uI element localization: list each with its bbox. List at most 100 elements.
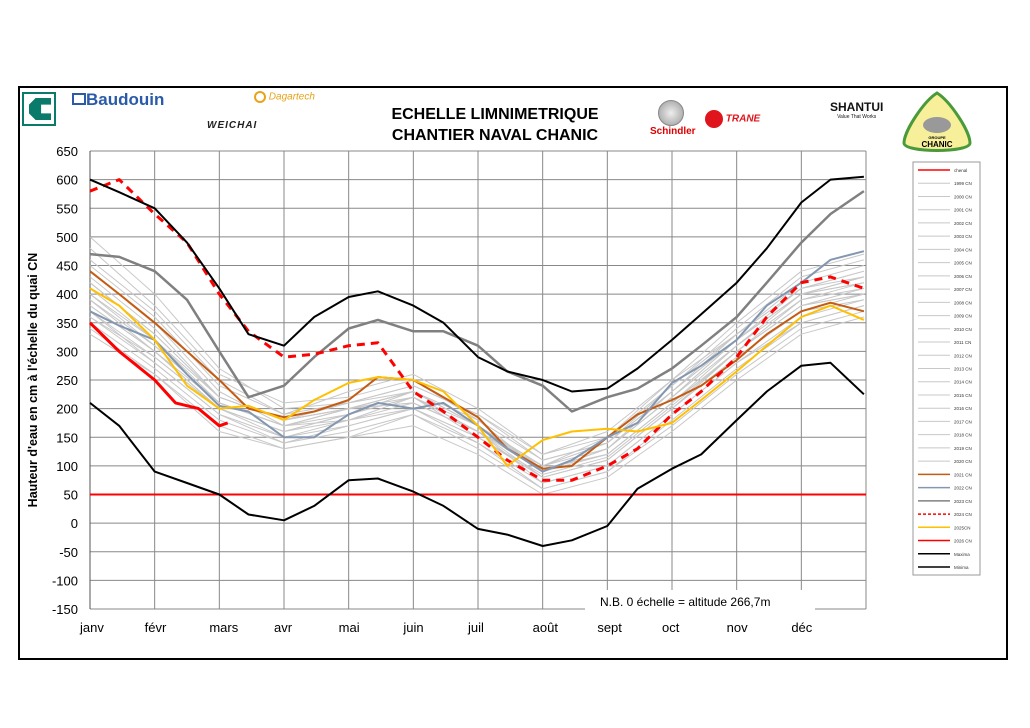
legend-label: 2020 CN (954, 459, 972, 464)
y-tick-label: 600 (56, 173, 78, 188)
y-tick-label: 100 (56, 459, 78, 474)
x-tick-label: oct (662, 620, 680, 635)
legend-item: 2021 CN (918, 472, 972, 477)
y-tick-label: 50 (64, 488, 78, 503)
legend-item: 2001 CN (918, 208, 972, 213)
legend-item: 2016 CN (918, 406, 972, 411)
chanic-c-logo (22, 92, 56, 126)
y-tick-label: 200 (56, 402, 78, 417)
note-box (585, 590, 815, 612)
x-tick-label: août (533, 620, 559, 635)
y-tick-label: 250 (56, 373, 78, 388)
legend-label: 2019 CN (954, 446, 972, 451)
x-tick-label: juin (402, 620, 423, 635)
series-line-2013cn (89, 253, 865, 455)
chart-title: ECHELLE LIMNIMETRIQUE CHANTIER NAVAL CHA… (350, 104, 640, 146)
legend-label: Minima (954, 565, 969, 570)
y-tick-label: 350 (56, 316, 78, 331)
series-line-2009cn (89, 270, 864, 470)
legend-item: Minima (918, 565, 969, 570)
y-tick-label: -150 (52, 602, 78, 617)
legend-item: 2008 CN (918, 300, 972, 305)
legend-label: 2011 CN (954, 340, 971, 345)
baudouin-logo: Baudouin (72, 90, 164, 110)
legend-item: 2006 CN (918, 274, 972, 279)
legend-label: 2016 CN (954, 406, 972, 411)
legend-label: 2013 CN (954, 367, 972, 372)
note-text: N.B. 0 échelle = altitude 266,7m (600, 595, 770, 609)
legend: chenal 1999 CN 2000 CN 2001 CN 2002 CN 2003 C… (912, 161, 981, 576)
legend-item: 2019 CN (918, 446, 972, 451)
series-line-2021cn (89, 270, 865, 470)
series-line-minima (89, 361, 865, 547)
legend-label: 2002 CN (954, 221, 972, 226)
x-tick-label: avr (274, 620, 293, 635)
legend-item: 2012 CN (918, 353, 972, 358)
y-tick-label: 450 (56, 259, 78, 274)
x-tick-label: juil (467, 620, 484, 635)
series-line-2011cn (89, 316, 865, 495)
y-tick-label: 650 (56, 144, 78, 159)
legend-item: 2020 CN (918, 459, 972, 464)
title-line-1: ECHELLE LIMNIMETRIQUE (391, 106, 599, 123)
chart-frame (18, 86, 1008, 660)
x-tick-label: nov (727, 620, 748, 635)
legend-item: 2025CN (918, 525, 971, 530)
y-tick-label: 300 (56, 344, 78, 359)
legend-label: 2018 CN (954, 433, 972, 438)
series-line-1999cn (89, 282, 865, 470)
legend-item: 2017 CN (918, 419, 972, 424)
legend-item: 2015 CN (918, 393, 972, 398)
y-tick-label: 500 (56, 230, 78, 245)
legend-item: 2014 CN (918, 380, 972, 385)
legend-label: 2015 CN (954, 393, 972, 398)
shantui-logo: SHANTUI Value That Works (830, 100, 884, 120)
x-tick-label: mars (209, 620, 238, 635)
legend-label: 2021 CN (954, 472, 972, 477)
legend-item: 2005 CN (918, 261, 972, 266)
legend-label: 2006 CN (954, 274, 972, 279)
legend-item: 2011 CN (918, 340, 971, 345)
legend-label: 2017 CN (954, 419, 972, 424)
legend-item: 2010 CN (918, 327, 972, 332)
legend-label: 2007 CN (954, 287, 972, 292)
y-tick-label: 0 (71, 516, 78, 531)
legend-label: 2012 CN (954, 353, 972, 358)
legend-item: 2003 CN (918, 234, 972, 239)
x-tick-label: sept (597, 620, 622, 635)
legend-item: 2004 CN (918, 247, 972, 252)
legend-item: 1999 CN (918, 181, 972, 186)
legend-item: 2007 CN (918, 287, 972, 292)
series-line-2006cn (89, 287, 865, 475)
series-line-2024cn (89, 178, 865, 482)
legend-label: Maxima (954, 552, 970, 557)
legend-label: 2026 CN (954, 539, 972, 544)
legend-label: chenal (954, 168, 967, 173)
series-line-2026cn (88, 321, 229, 428)
svg-text:CHANIC: CHANIC (921, 140, 952, 149)
legend-label: 2023 CN (954, 499, 972, 504)
y-tick-label: -50 (59, 545, 78, 560)
title-line-2: CHANTIER NAVAL CHANIC (391, 127, 599, 144)
legend-label: 2001 CN (954, 208, 972, 213)
legend-label: 2025CN (954, 525, 971, 530)
legend-label: 1999 CN (954, 181, 972, 186)
legend-item: 2002 CN (918, 221, 972, 226)
y-tick-label: 150 (56, 430, 78, 445)
legend-item: 2013 CN (918, 367, 972, 372)
y-tick-label: 400 (56, 287, 78, 302)
legend-label: 2004 CN (954, 247, 972, 252)
y-tick-label: -100 (52, 573, 78, 588)
series-line-2023cn (89, 190, 865, 413)
series-line-2017cn (89, 305, 865, 490)
legend-item: 2022 CN (918, 486, 972, 491)
legend-item: 2024 CN (918, 512, 972, 517)
legend-label: 2003 CN (954, 234, 972, 239)
trane-logo: TRANE (705, 110, 760, 128)
legend-item: 2026 CN (918, 539, 972, 544)
legend-item: Maxima (918, 552, 970, 557)
y-tick-label: 550 (56, 201, 78, 216)
x-tick-label: févr (145, 620, 167, 635)
series-line-2025cn (89, 287, 865, 467)
